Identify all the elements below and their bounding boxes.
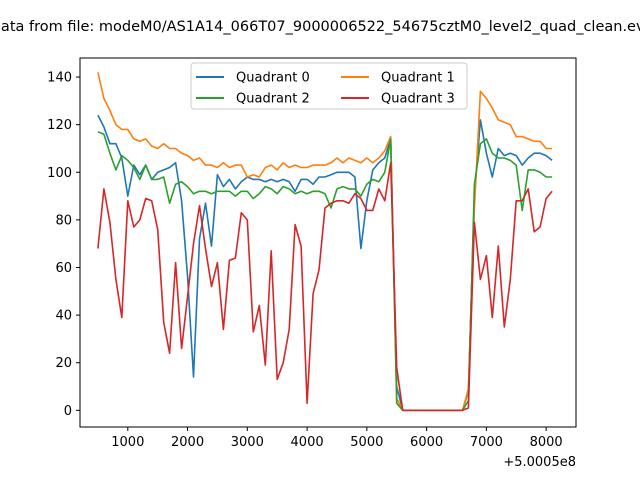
x-tick-label: 1000: [111, 435, 144, 450]
x-offset-label: +5.0005e8: [503, 455, 576, 470]
x-tick-label: 2000: [171, 435, 204, 450]
legend-label: Quadrant 2: [236, 92, 310, 107]
x-tick-label: 4000: [291, 435, 324, 450]
series-line-quadrant-3: [97, 161, 553, 412]
series-lines: [97, 72, 553, 412]
y-tick-label: 80: [55, 213, 72, 228]
x-tick-label: 6000: [410, 435, 443, 450]
chart-title: Data from file: modeM0/AS1A14_066T07_900…: [0, 19, 640, 35]
legend-label: Quadrant 0: [236, 71, 310, 86]
legend-box: [190, 62, 468, 110]
y-axis: 0 20 40 60 80 100 120 140: [47, 71, 80, 419]
legend-label: Quadrant 3: [381, 92, 455, 107]
y-tick-label: 60: [55, 261, 72, 276]
legend: Quadrant 0 Quadrant 1 Quadrant 2 Quadrant 3: [190, 62, 468, 110]
y-tick-label: 20: [55, 356, 72, 371]
y-tick-label: 140: [47, 71, 72, 86]
y-tick-label: 100: [47, 166, 72, 181]
plot-frame: [79, 57, 577, 428]
y-tick-label: 40: [55, 309, 72, 324]
x-tick-label: 7000: [470, 435, 503, 450]
x-tick-label: 3000: [231, 435, 264, 450]
series-line-quadrant-2: [97, 131, 553, 412]
plot-area: [79, 57, 577, 428]
x-tick-label: 5000: [350, 435, 383, 450]
legend-label: Quadrant 1: [381, 71, 455, 86]
y-tick-label: 0: [64, 404, 72, 419]
x-tick-label: 8000: [530, 435, 563, 450]
series-line-quadrant-1: [97, 72, 553, 412]
x-axis: 1000 2000 3000 4000 5000 6000 7000 8000: [111, 427, 563, 450]
y-tick-label: 120: [47, 118, 72, 133]
